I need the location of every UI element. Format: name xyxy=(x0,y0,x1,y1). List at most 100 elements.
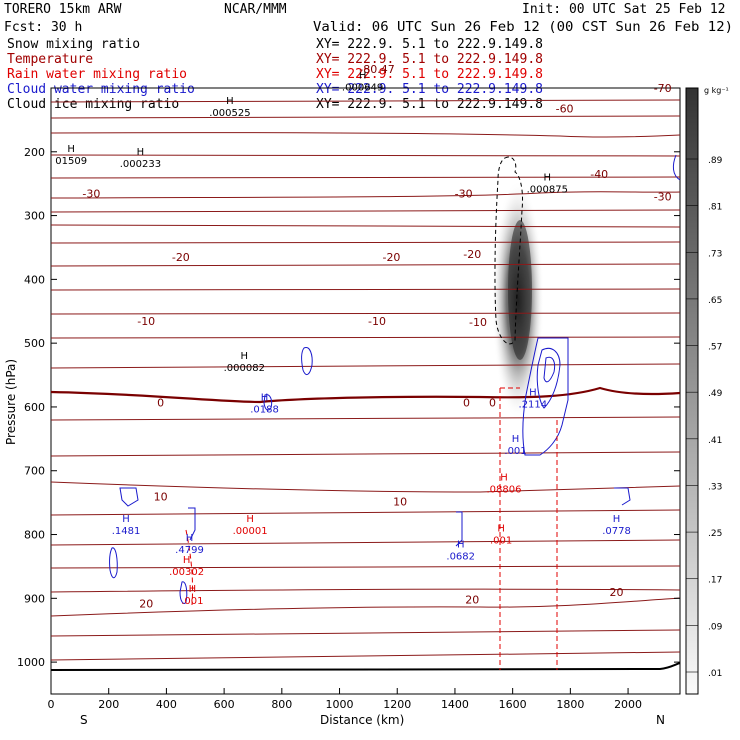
y-tick-label: 900 xyxy=(24,592,45,605)
isotherm xyxy=(50,481,681,493)
cloud-water-contour xyxy=(522,337,569,456)
max-value-label: .000233 xyxy=(120,159,161,170)
maxima-markers: H.000525H01509H.000233H.000875H.000649H.… xyxy=(55,70,631,607)
isotherm-label: -70 xyxy=(654,82,672,95)
x-tick-label: 1600 xyxy=(499,698,527,711)
x-tick-label: 2000 xyxy=(614,698,642,711)
colorbar xyxy=(685,87,699,695)
max-value-label: .001 xyxy=(504,446,526,457)
max-value-label: .000082 xyxy=(224,363,265,374)
max-value-label: 01509 xyxy=(55,156,87,167)
field-name-cloud-water: Cloud water mixing ratio xyxy=(7,82,195,97)
max-value-label: .0778 xyxy=(602,526,631,537)
isotherm-label: -30 xyxy=(654,190,672,203)
max-marker: H xyxy=(512,434,520,445)
x-tick-label: 800 xyxy=(271,698,292,711)
colorbar-label: .73 xyxy=(708,249,722,259)
cloud-water-contour xyxy=(536,347,561,409)
cloud-water-contour xyxy=(543,356,556,383)
cloud-water-contour xyxy=(301,346,313,376)
max-value-label: .000525 xyxy=(209,108,250,119)
cloud-water-contour xyxy=(179,581,188,605)
isotherm-label: -80.47 xyxy=(359,63,394,76)
max-value-label: .000875 xyxy=(527,184,568,195)
x-axis: 0 200 400 600 800 1000 1200 1400 1600 1800 2000 xyxy=(48,688,642,711)
x-axis-label: Distance (km) xyxy=(320,713,404,727)
isotherm xyxy=(50,629,681,637)
isotherm-label: -60 xyxy=(556,102,574,115)
field-xy-cloud-water: XY= 222.9. 5.1 to 222.9.149.8 xyxy=(316,82,543,97)
isotherm-label: 10 xyxy=(393,495,407,508)
field-legend: Snow mixing ratio XY= 222.9. 5.1 to 222.… xyxy=(7,37,543,112)
max-value-label: .0188 xyxy=(250,405,279,416)
isotherm xyxy=(50,115,681,119)
max-marker: H xyxy=(186,533,194,544)
colorbar-label: .57 xyxy=(708,343,722,353)
isotherm-label: -40 xyxy=(590,168,608,181)
cloud-water-contour xyxy=(614,487,631,506)
y-tick-label: 600 xyxy=(24,401,45,414)
isotherm-label: -20 xyxy=(172,251,190,264)
max-marker: H xyxy=(122,514,130,525)
max-marker: H xyxy=(359,70,367,81)
field-name-cloud-ice: Cloud ice mixing ratio xyxy=(7,97,179,112)
isotherm xyxy=(50,224,681,228)
max-marker: H xyxy=(613,514,621,525)
max-marker: H xyxy=(189,584,197,595)
colorbar-label: .89 xyxy=(708,156,723,166)
isotherm-label: -30 xyxy=(82,187,100,200)
field-xy-snow: XY= 222.9. 5.1 to 222.9.149.8 xyxy=(316,37,543,52)
isotherms xyxy=(50,99,681,671)
x-axis-right-end: N xyxy=(656,713,665,727)
x-tick-label: 200 xyxy=(98,698,119,711)
cloud-water-contour xyxy=(455,511,463,547)
init-time: Init: 00 UTC Sat 25 Feb 12 xyxy=(522,2,726,17)
isotherm xyxy=(50,363,681,369)
max-marker: H xyxy=(497,523,505,534)
max-marker: H xyxy=(183,555,191,566)
y-tick-label: 500 xyxy=(24,337,45,350)
colorbar-label: .01 xyxy=(708,669,722,679)
cloud-ice-contour xyxy=(494,156,523,345)
field-xy-rain: XY= 222.9. 5.1 to 222.9.149.8 xyxy=(316,67,543,82)
colorbar-ticks: .89 .81 .73 .65 .57 .49 .41 .33 .25 .17 .09 .01 xyxy=(686,156,723,679)
max-value-label: .0682 xyxy=(446,551,475,562)
colorbar-unit: g kg⁻¹ xyxy=(704,86,729,95)
max-value-label: .4799 xyxy=(175,545,204,556)
colorbar-label: .33 xyxy=(708,482,722,492)
ground-surface xyxy=(50,662,681,671)
max-marker: H xyxy=(67,144,75,155)
isotherm xyxy=(50,191,681,199)
isotherm xyxy=(50,588,681,593)
colorbar-label: .65 xyxy=(708,296,722,306)
isotherm-label: -10 xyxy=(137,315,155,328)
isotherm xyxy=(50,416,681,421)
max-marker: H xyxy=(544,172,552,183)
max-value-label: .001 xyxy=(181,596,203,607)
colorbar-label: .41 xyxy=(708,436,722,446)
isotherm-label: -10 xyxy=(469,316,487,329)
x-tick-label: 1800 xyxy=(556,698,584,711)
isotherm-label: 0 xyxy=(463,396,470,409)
colorbar-label: .09 xyxy=(708,622,723,632)
isotherm-zero xyxy=(50,386,681,404)
cloud-water-contour xyxy=(109,547,118,579)
isotherm-label: -10 xyxy=(368,315,386,328)
max-marker: H xyxy=(241,351,249,362)
isotherm-label: 10 xyxy=(154,490,168,503)
rain-water-contours xyxy=(185,387,558,670)
x-tick-label: 1200 xyxy=(383,698,411,711)
model-title: TORERO 15km ARW xyxy=(4,2,122,17)
isotherm xyxy=(50,263,681,267)
colorbar-label: .17 xyxy=(708,576,722,586)
y-tick-label: 800 xyxy=(24,529,45,542)
x-tick-label: 400 xyxy=(156,698,177,711)
field-name-rain: Rain water mixing ratio xyxy=(7,67,187,82)
field-xy-cloud-ice: XY= 222.9. 5.1 to 222.9.149.8 xyxy=(316,97,543,112)
isotherm xyxy=(50,597,681,617)
x-axis-left-end: S xyxy=(80,713,88,727)
field-name-snow: Snow mixing ratio xyxy=(7,37,140,52)
org-title: NCAR/MMM xyxy=(224,2,287,17)
isotherm xyxy=(50,565,681,569)
